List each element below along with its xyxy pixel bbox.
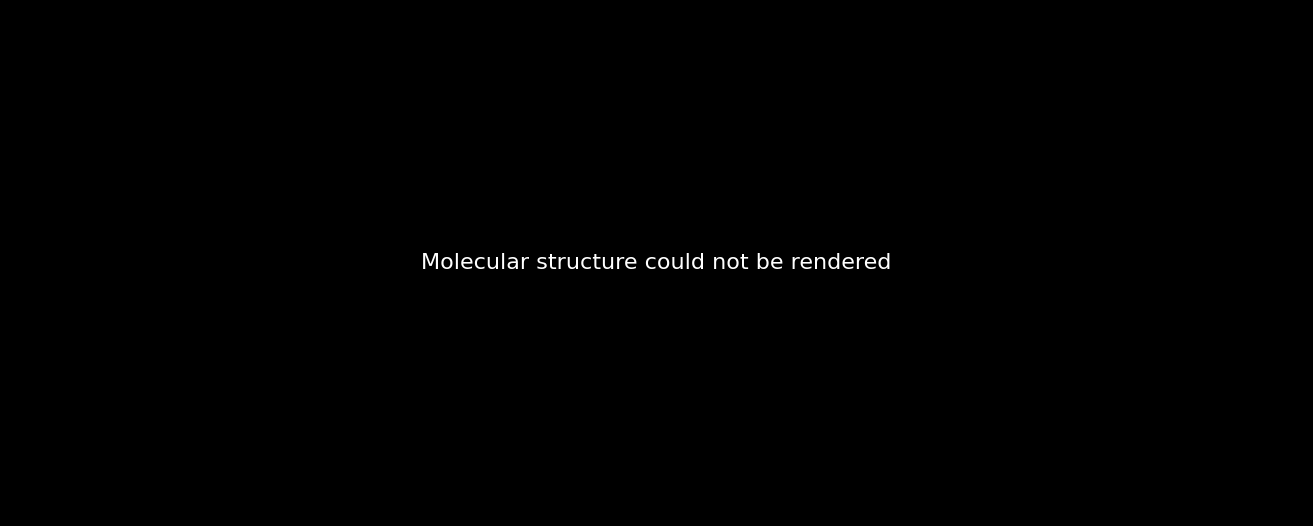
- Text: Molecular structure could not be rendered: Molecular structure could not be rendere…: [420, 253, 892, 273]
